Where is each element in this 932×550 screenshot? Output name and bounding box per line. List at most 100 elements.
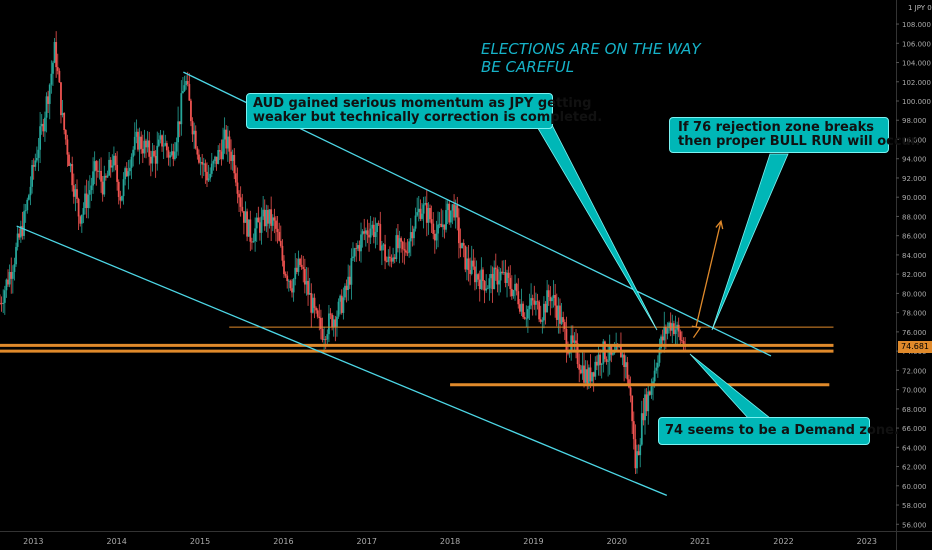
candle-body bbox=[202, 163, 205, 165]
candle-body bbox=[461, 243, 463, 249]
candle-body bbox=[121, 196, 123, 201]
candle-body bbox=[419, 208, 422, 219]
candle-body bbox=[76, 189, 78, 199]
candle-body bbox=[233, 154, 236, 174]
y-tick-label: 104.000 bbox=[902, 60, 931, 68]
candle-body bbox=[199, 161, 202, 163]
y-tick-label: 94.000 bbox=[902, 156, 927, 164]
candle-body bbox=[175, 142, 178, 152]
candle-body bbox=[571, 335, 574, 343]
channel-line-1 bbox=[16, 225, 668, 497]
candle-body bbox=[215, 156, 218, 164]
candle-body bbox=[141, 148, 144, 154]
candle-body bbox=[618, 346, 621, 348]
candle-body bbox=[69, 164, 72, 167]
candle-body bbox=[422, 204, 425, 214]
candle-body bbox=[263, 209, 266, 227]
candle-body bbox=[320, 317, 322, 329]
candle-body bbox=[101, 181, 104, 195]
candle-body bbox=[106, 175, 109, 178]
candle-body bbox=[283, 260, 285, 275]
candle-body bbox=[445, 210, 447, 230]
candle-body bbox=[530, 298, 532, 306]
candle-body bbox=[88, 190, 91, 195]
candle-body bbox=[563, 322, 566, 329]
x-tick-label: 2018 bbox=[440, 537, 460, 546]
candle-body bbox=[170, 151, 173, 156]
candle-body bbox=[547, 290, 550, 298]
candle-body bbox=[472, 260, 475, 267]
headline-line-1: ELECTIONS ARE ON THE WAY bbox=[481, 40, 701, 58]
candle-body bbox=[182, 91, 184, 94]
candle-body bbox=[440, 223, 443, 228]
candle-body bbox=[29, 186, 32, 196]
candle-body bbox=[353, 248, 356, 257]
candle-body bbox=[190, 100, 192, 122]
candle-body bbox=[658, 348, 661, 363]
candle-body bbox=[544, 303, 547, 313]
candle-body bbox=[517, 291, 520, 305]
candle-body bbox=[276, 228, 279, 232]
candle-body bbox=[656, 362, 659, 368]
candle-body bbox=[414, 215, 417, 229]
candle-body bbox=[0, 303, 3, 305]
candle-body bbox=[575, 340, 577, 344]
candle-body bbox=[140, 136, 143, 149]
candle-body bbox=[161, 135, 163, 147]
candle-body bbox=[462, 243, 465, 246]
candle-body bbox=[504, 272, 507, 284]
candle-body bbox=[405, 250, 407, 253]
candle-body bbox=[535, 301, 537, 305]
candle-body bbox=[13, 264, 16, 273]
candle-body bbox=[257, 217, 260, 223]
callout-breakout: If 76 rejection zone breaks then proper … bbox=[669, 117, 920, 153]
candle-body bbox=[387, 256, 390, 262]
candle-body bbox=[647, 391, 650, 412]
candle-body bbox=[268, 209, 271, 224]
candle-body bbox=[74, 189, 77, 197]
projection-arrow-line bbox=[695, 221, 722, 328]
projection-arrow-head bbox=[715, 219, 724, 230]
candle-body bbox=[329, 313, 332, 315]
candle-body bbox=[427, 208, 430, 223]
candle-body bbox=[260, 216, 263, 233]
candle-body bbox=[238, 193, 240, 198]
candle-body bbox=[307, 280, 309, 295]
candle-body bbox=[5, 279, 8, 291]
candle-body bbox=[390, 258, 393, 262]
candle-body bbox=[53, 42, 56, 63]
candle-body bbox=[291, 288, 293, 293]
candle-body bbox=[623, 354, 626, 368]
candle-body bbox=[249, 219, 252, 242]
candle-body bbox=[594, 361, 597, 377]
candle-body bbox=[356, 245, 359, 249]
x-tick-label: 2023 bbox=[857, 537, 877, 546]
headline-line-2: BE CAREFUL bbox=[481, 58, 575, 76]
candle-body bbox=[48, 84, 51, 104]
candle-body bbox=[520, 303, 523, 312]
candle-body bbox=[167, 150, 170, 158]
candle-body bbox=[129, 167, 131, 172]
candle-body bbox=[281, 245, 284, 261]
candle-body bbox=[380, 245, 383, 251]
candle-body bbox=[496, 269, 499, 285]
candle-body bbox=[157, 139, 160, 146]
candle-body bbox=[600, 363, 603, 365]
candle-body bbox=[16, 233, 19, 247]
candle-body bbox=[191, 121, 194, 135]
candle-body bbox=[350, 258, 353, 285]
candle-body bbox=[629, 387, 632, 396]
candle-body bbox=[634, 439, 637, 469]
candle-body bbox=[148, 140, 151, 157]
y-tick-label: 58.000 bbox=[902, 502, 927, 510]
candle-body bbox=[295, 267, 298, 272]
candle-body bbox=[411, 232, 414, 239]
candle-body bbox=[393, 257, 396, 259]
candle-body bbox=[672, 323, 675, 334]
candle-body bbox=[578, 364, 581, 370]
candle-body bbox=[339, 295, 342, 302]
candle-body bbox=[145, 140, 147, 148]
candle-body bbox=[72, 185, 75, 197]
candle-body bbox=[252, 241, 255, 243]
